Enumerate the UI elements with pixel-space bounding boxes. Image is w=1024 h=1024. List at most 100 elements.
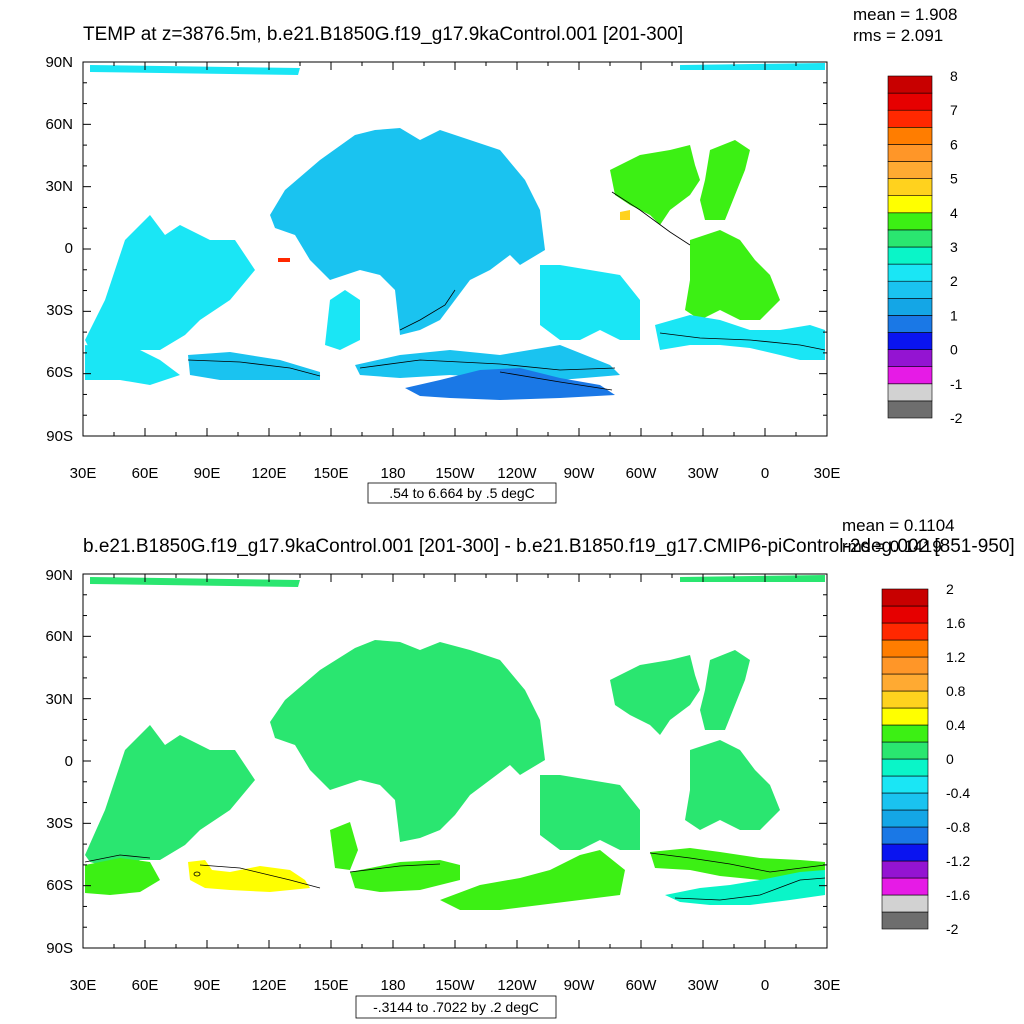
colorbar-swatch [887,92,933,111]
colorbar-label: 6 [950,136,958,152]
lon-label: 180 [380,465,405,482]
colorbar-swatch [881,724,929,743]
map-area [82,61,828,437]
rms-value: rms = 0.1419 [842,537,942,556]
region-arctic-east [680,575,825,582]
lon-label: 30E [814,465,841,482]
colorbar-swatch [881,911,929,930]
region-atlantic-south-blue [655,315,825,360]
lon-label: 90W [564,977,596,994]
lon-label: 150W [435,465,475,482]
colorbar-label: 0.8 [946,683,966,699]
colorbar-swatch [881,894,929,913]
colorbar-label: 1.2 [946,649,966,665]
colorbar-label: -2 [950,410,963,426]
region-southern-ocean-east [440,850,625,910]
mean-value: mean = 1.908 [853,5,957,24]
lon-label: 60W [626,465,658,482]
colorbar-label: -1.2 [946,853,970,869]
colorbar-swatch [881,775,929,794]
longitude-labels: 30E 60E 90E 120E 150E 180 150W 120W 90W … [70,977,841,994]
region-east-pacific-south [325,290,360,350]
colorbar-swatch [887,297,933,316]
lat-label: 90N [45,54,73,71]
colorbar-swatch [887,400,933,419]
colorbar-label: 8 [950,68,958,84]
colorbar-swatch [881,639,929,658]
lat-label: 90N [45,567,73,584]
colorbar-swatch [887,178,933,197]
mean-value: mean = 0.1104 [842,516,955,535]
colorbar-label: 2 [946,581,954,597]
colorbar-swatch [887,195,933,214]
colorbar-swatch [881,741,929,760]
region-south-pacific [540,265,640,340]
colorbar-label: -0.4 [946,785,970,801]
lon-label: 90E [194,977,221,994]
lon-label: 150W [435,977,475,994]
colorbar-label: -1.6 [946,887,970,903]
colorbar-swatch [881,605,929,624]
lon-label: 90W [564,465,596,482]
colorbar-swatch [887,229,933,248]
colorbar-swatch [887,263,933,282]
contour-info-box: -.3144 to .7022 by .2 degC [355,995,557,1019]
lat-label: 30N [45,691,73,708]
contour-lines [84,852,826,901]
colorbar-label: 5 [950,171,958,187]
colorbar-swatch [881,809,929,828]
field-regions [85,575,825,910]
lon-label: 120E [251,465,286,482]
lat-label: 60S [46,877,73,894]
lat-label: 0 [65,240,73,257]
colorbar-swatch [887,75,933,94]
colorbar-swatch [887,127,933,145]
colorbar: 2 1.6 1.2 0.8 0.4 0 -0.4 -0.8 -1.2 -1.6 -2 [881,581,970,937]
lon-label: 150E [313,465,348,482]
colorbar-swatch [881,622,929,641]
lat-label: 90S [46,940,73,957]
colorbar-swatch [881,690,929,709]
lon-label: 60E [132,977,159,994]
colorbar-swatch [887,109,933,128]
lon-label: 30W [688,465,720,482]
region-indian-ocean [85,725,255,870]
lat-label: 30S [46,815,73,832]
region-central-pacific [270,640,545,842]
contour-lines [187,191,826,391]
axis-ticks [82,573,828,949]
contour-info: .54 to 6.664 by .5 degC [389,485,535,501]
region-south-indian [85,345,180,385]
colorbar-swatch [887,315,933,333]
lat-label: 60S [46,364,73,381]
lon-label: 120W [497,465,537,482]
region-atlantic-northeast [700,650,750,730]
colorbar-label: 0 [950,342,958,358]
lon-label: 30E [70,977,97,994]
colorbar: 8 7 6 5 4 3 2 1 0 -1 -2 [887,68,963,426]
panel-title: b.e21.B1850G.f19_g17.9kaControl.001 [201… [83,536,1015,557]
lon-label: 30E [70,465,97,482]
colorbar-swatch [887,212,933,231]
colorbar-swatch [881,673,929,692]
panel-top: TEMP at z=3876.5m, b.e21.B1850G.f19_g17.… [45,5,963,504]
region-atlantic-southern-cyan [665,870,825,905]
axis-ticks [82,61,828,437]
longitude-labels: 30E 60E 90E 120E 150E 180 150W 120W 90W … [70,465,841,482]
lat-label: 90S [46,428,73,445]
region-southern-ocean-west [85,858,160,895]
latitude-labels: 90N 60N 30N 0 30S 60S 90S [45,54,73,445]
colorbar-label: -1 [950,376,963,392]
colorbar-label: 2 [950,273,958,289]
lat-label: 30S [46,302,73,319]
lon-label: 150E [313,977,348,994]
colorbar-label: 4 [950,205,958,221]
colorbar-swatch [887,349,933,368]
panel-bottom: b.e21.B1850G.f19_g17.9kaControl.001 [201… [45,516,1015,1019]
region-southern-ocean-deep [405,368,615,400]
colorbar-swatch [881,588,929,607]
colorbar-swatch [887,366,933,385]
region-southern-ocean-mid [330,822,358,870]
lat-label: 60N [45,628,73,645]
